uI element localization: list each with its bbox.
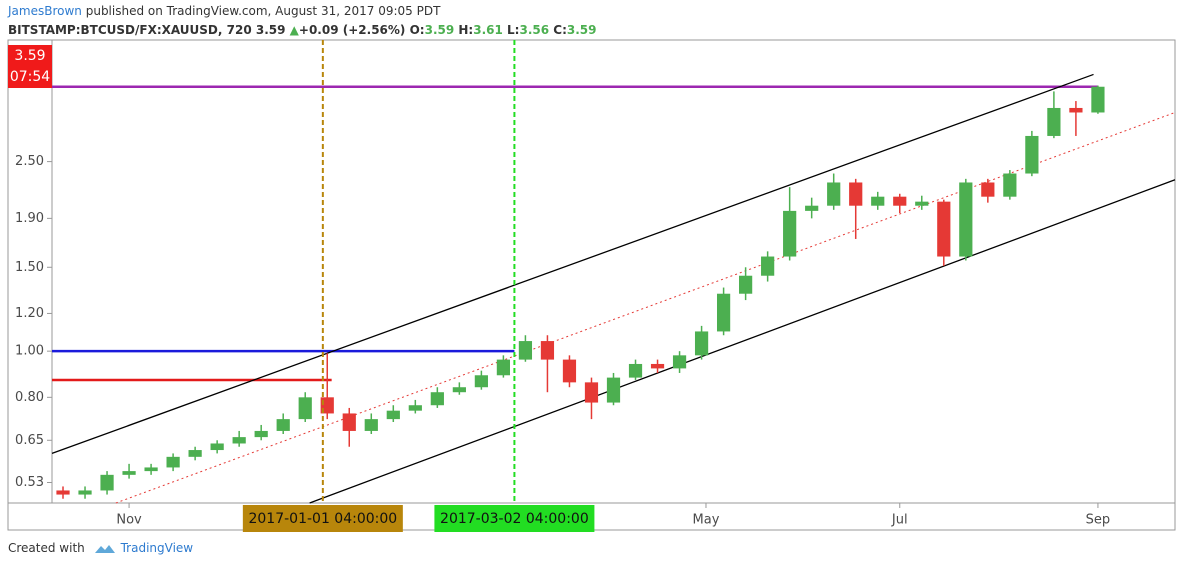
date-label: 2017-03-02 04:00:00	[440, 511, 589, 527]
candle-body	[981, 182, 995, 197]
c: 3.59	[566, 23, 597, 37]
price-tag: 3.59	[14, 48, 45, 64]
c-label: C:	[553, 23, 567, 37]
date-label: 2017-01-01 04:00:00	[248, 511, 397, 527]
candle-body	[144, 467, 158, 472]
x-tick-label: Sep	[1086, 513, 1111, 528]
candle-body	[871, 196, 885, 206]
y-tick-label: 0.80	[15, 390, 44, 405]
candle-body	[849, 182, 863, 206]
trend-line	[51, 73, 1094, 455]
candle-body	[1069, 107, 1083, 113]
candle-body	[562, 359, 577, 383]
trend-line	[309, 179, 1176, 504]
candle-body	[78, 490, 92, 495]
arrow: ▲	[289, 23, 299, 37]
candle-body	[1047, 107, 1061, 136]
header: JamesBrown published on TradingView.com,…	[8, 2, 597, 40]
h: 3.61	[473, 23, 503, 37]
y-tick-label: 1.90	[15, 211, 44, 226]
candle-body	[320, 397, 334, 414]
candle-body	[364, 419, 378, 431]
y-tick-label: 0.53	[15, 475, 44, 490]
candle-body	[959, 182, 973, 257]
countdown: 07:54	[10, 69, 50, 85]
candle-body	[254, 430, 268, 438]
published: published on TradingView.com, August 31,…	[85, 4, 441, 18]
candle-body	[1091, 86, 1105, 113]
symbol-line: BITSTAMP:BTCUSD/FX:XAUUSD, 720 3.59 ▲+0.…	[8, 21, 597, 40]
brand[interactable]: TradingView	[120, 541, 194, 555]
y-tick-label: 1.50	[15, 260, 44, 275]
logo	[94, 544, 115, 553]
y-tick-label: 2.50	[15, 154, 44, 169]
candle-body	[606, 377, 621, 403]
last: 3.59	[255, 23, 286, 37]
trend-line	[115, 112, 1176, 504]
candle-body	[232, 437, 246, 444]
candle-body	[584, 382, 599, 403]
candle-body	[496, 359, 511, 376]
symbol: BITSTAMP:BTCUSD/FX:XAUUSD, 720	[8, 23, 252, 37]
candle-body	[761, 256, 775, 276]
author[interactable]: JamesBrown	[8, 4, 82, 18]
date-label-box	[242, 505, 403, 532]
x-tick-label: Jul	[891, 513, 908, 528]
candle-body	[342, 413, 356, 431]
candle-body	[474, 375, 488, 388]
y-tick-label: 0.65	[15, 433, 44, 448]
candle-body	[188, 450, 202, 457]
candle-body	[210, 443, 224, 451]
o-label: O:	[409, 23, 425, 37]
candle-body	[893, 196, 907, 206]
l: 3.56	[519, 23, 550, 37]
publish-line: JamesBrown published on TradingView.com,…	[8, 2, 597, 21]
l-label: L:	[507, 23, 520, 37]
candle-body	[122, 471, 136, 475]
candle-body	[628, 363, 643, 378]
candle-body	[650, 363, 665, 369]
date-label-box	[434, 505, 595, 532]
candle-body	[386, 410, 400, 420]
frame	[7, 39, 1176, 531]
candle-body	[1003, 173, 1017, 197]
candle-body	[518, 341, 533, 360]
candle-body	[276, 419, 290, 431]
price-tag-box	[8, 45, 52, 88]
candle-body	[1025, 135, 1039, 174]
y-tick-label: 1.20	[15, 306, 44, 321]
candle-body	[408, 405, 422, 411]
candle-body	[805, 205, 819, 211]
candle-body	[783, 210, 797, 257]
x-tick-label: May	[693, 513, 720, 528]
candle-body	[430, 392, 444, 406]
candle-body	[672, 355, 687, 369]
o: 3.59	[424, 23, 455, 37]
candle-body	[937, 201, 951, 257]
candle-body	[452, 387, 466, 393]
candle-body	[540, 341, 555, 360]
y-tick-label: 1.00	[15, 344, 44, 359]
candle-body	[100, 474, 114, 491]
candle-body	[694, 331, 709, 356]
candle-body	[298, 397, 312, 420]
candle-body	[915, 201, 929, 206]
candle-body	[166, 456, 180, 468]
h-label: H:	[458, 23, 474, 37]
created: Created with	[8, 541, 85, 555]
change: +0.09 (+2.56%)	[298, 23, 406, 37]
x-tick-label: Nov	[116, 513, 142, 528]
candle-body	[56, 490, 70, 495]
footer: Created with TradingView	[8, 541, 193, 555]
candle-body	[827, 182, 841, 206]
candle-body	[739, 275, 753, 294]
candle-body	[716, 293, 731, 332]
